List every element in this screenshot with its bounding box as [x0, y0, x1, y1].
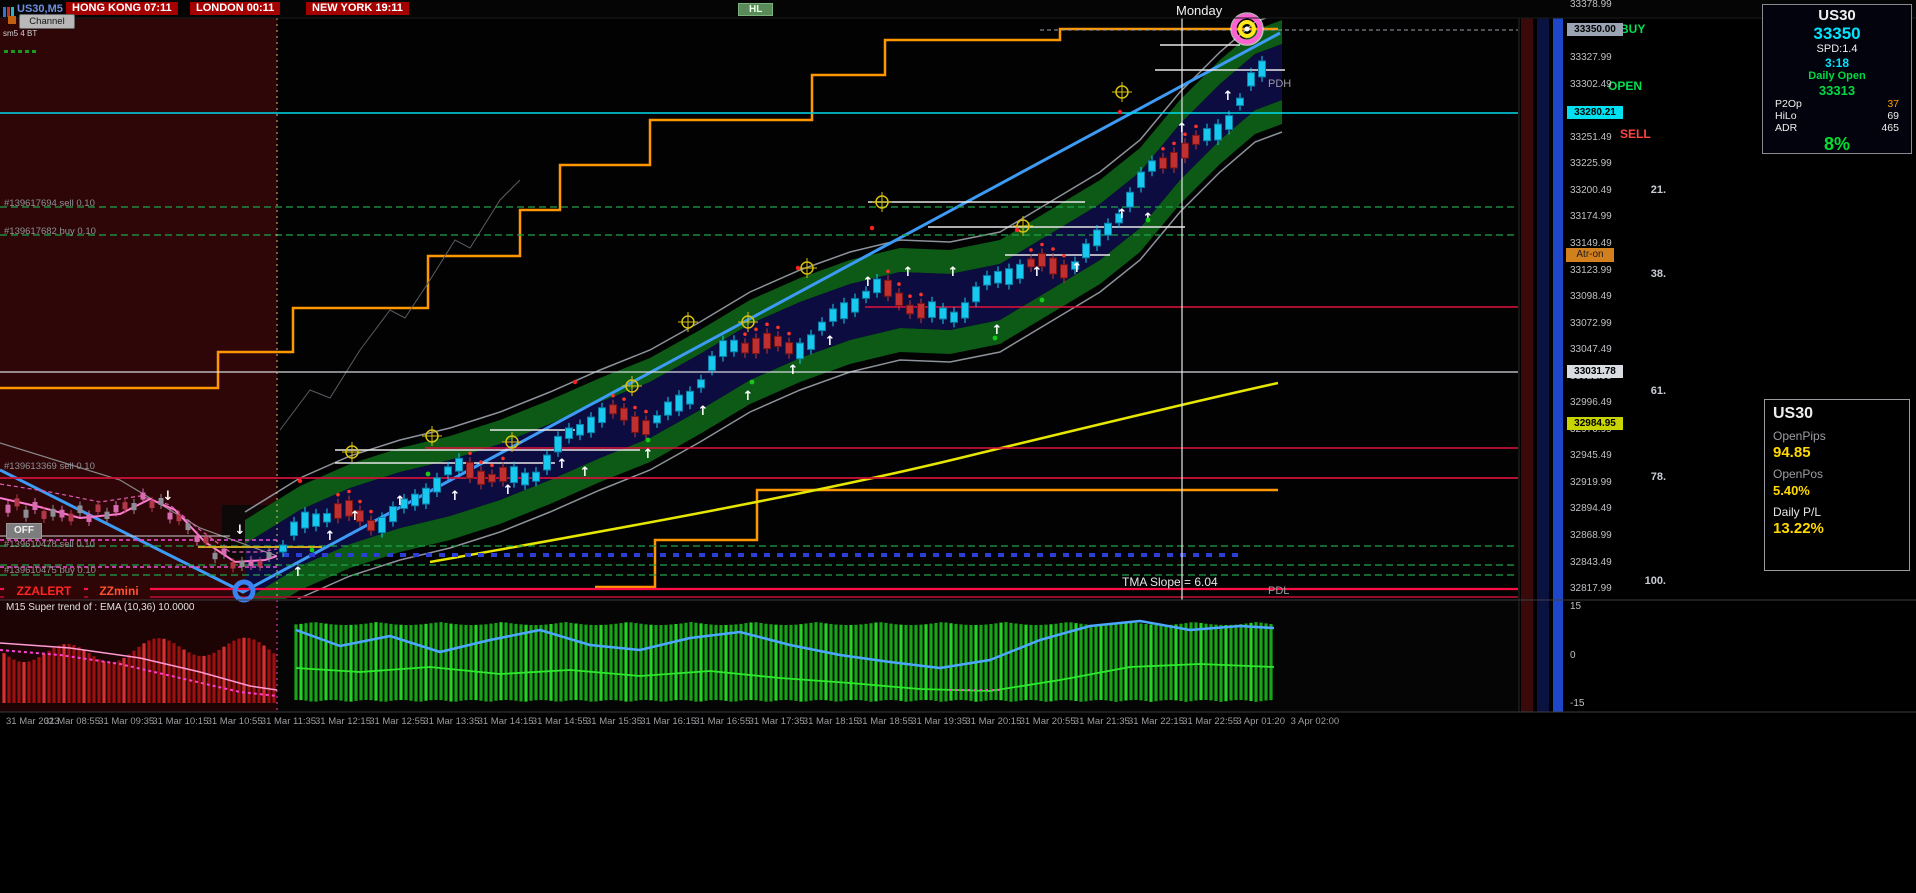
buy-arrow-icon: ↑: [293, 565, 304, 580]
sell-arrow-icon: ↓: [163, 489, 174, 504]
target-marker-pink-ring: [1231, 13, 1263, 45]
swing-high-dot: [869, 225, 875, 231]
outer-band-upper: [244, 18, 1268, 513]
chart-background: [0, 18, 1563, 712]
swing-low-dot: [309, 547, 315, 553]
target-marker-outer-ring: [1230, 12, 1264, 46]
candles-layer: ↑↑↑↑↑↑↑↑↑↑↑↑↑↑↑↑↑↑↑↑↑↑↑↓↓: [5, 55, 1266, 580]
buy-arrow-icon: ↑: [948, 265, 959, 280]
swing-high-dot: [572, 379, 578, 385]
step-ma-upper-line: [0, 27, 1278, 390]
pink-ma-dashed-line: [0, 483, 278, 553]
buy-arrow-icon: ↑: [825, 334, 836, 349]
buy-arrow-icon: ↑: [325, 529, 336, 544]
separators: [0, 17, 1916, 713]
buy-arrow-icon: ↑: [992, 323, 1003, 338]
step-ma-lower-line: [595, 488, 1278, 589]
swing-low-dot: [1145, 217, 1151, 223]
supertrend-green-line: [295, 663, 1275, 692]
buy-arrow-icon: ↑: [1177, 121, 1188, 136]
sell-arrow-icon: ↓: [235, 523, 246, 538]
slow-ma-yellow-line: [429, 381, 1279, 564]
buy-arrow-icon: ↑: [1223, 89, 1234, 104]
swing-low-dot: [1039, 297, 1045, 303]
target-marker-center: [1244, 26, 1250, 32]
swing-high-dot: [297, 478, 303, 484]
tma-lower-band: [246, 100, 1282, 599]
range-bar-blue: [1553, 18, 1563, 712]
buy-arrow-icon: ↑: [1032, 265, 1043, 280]
buy-arrow-icon: ↑: [503, 483, 514, 498]
range-bar-navy: [1537, 18, 1549, 712]
buy-arrow-icon: ↑: [350, 509, 361, 524]
buy-arrow-icon: ↑: [1117, 207, 1128, 222]
buy-arrow-icon: ↑: [903, 265, 914, 280]
level-lines[interactable]: [0, 18, 1520, 712]
buy-arrow-icon: ↑: [450, 489, 461, 504]
previous-line-gray: [279, 179, 521, 431]
tma-channel: [244, 18, 1283, 599]
swing-low-dot: [749, 379, 755, 385]
buy-arrow-icon: ↑: [788, 363, 799, 378]
buy-arrow-icon: ↑: [643, 447, 654, 462]
swing-low-dot: [992, 335, 998, 341]
buy-arrow-icon: ↑: [863, 275, 874, 290]
swing-low-dot: [645, 437, 651, 443]
tma-inner-band: [245, 44, 1282, 599]
swing-high-dot: [1014, 227, 1020, 233]
swing-high-dot: [1117, 109, 1123, 115]
outer-band-lower: [296, 131, 1283, 599]
buy-arrow-icon: ↑: [580, 465, 591, 480]
buy-arrow-icon: ↑: [1072, 261, 1083, 276]
supertrend-magenta-dashed: [0, 649, 278, 697]
target-marker-yellow-ring: [1238, 20, 1256, 38]
supertrend-subwindow: [0, 619, 1275, 703]
supertrend-pink-line: [0, 642, 278, 691]
swing-high-dot: [795, 265, 801, 271]
range-bar-red: [1521, 18, 1533, 712]
swing-low-dot: [425, 471, 431, 477]
buy-arrow-icon: ↑: [743, 389, 754, 404]
markers-layer: [232, 12, 1264, 603]
buy-arrow-icon: ↑: [557, 457, 568, 472]
supertrend-blue-line: [295, 619, 1275, 670]
buy-arrow-icon: ↑: [698, 404, 709, 419]
buy-arrow-icon: ↑: [395, 494, 406, 509]
